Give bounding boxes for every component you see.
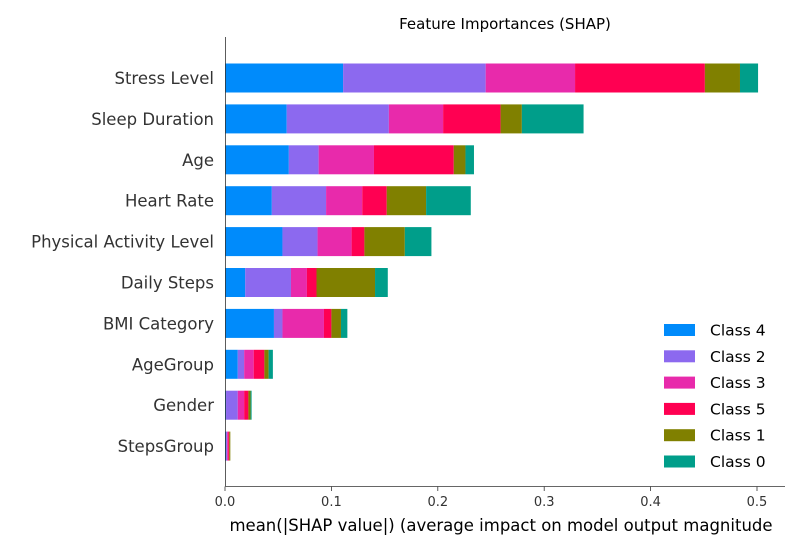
bar-bmi-category-class-1 [331,308,341,338]
bar-heart-rate-class-5 [362,186,387,216]
y-tick-label: Gender [153,396,214,415]
bar-daily-steps-class-3 [290,268,307,297]
bar-stepsgroup-class-1 [229,431,231,461]
legend-label-class-3: Class 3 [710,374,766,392]
bar-daily-steps-class-5 [306,268,317,297]
bar-gender-class-3 [237,390,245,420]
bar-physical-activity-level-class-4 [225,227,283,257]
bar-daily-steps-class-4 [225,268,246,297]
bar-heart-rate-class-2 [271,186,327,216]
bar-physical-activity-level-class-2 [282,227,318,257]
bar-agegroup-class-4 [225,349,238,379]
bar-physical-activity-level-class-3 [317,227,352,257]
bar-stress-level-class-4 [225,63,344,93]
bar-agegroup-class-5 [253,349,265,379]
y-tick-label: Daily Steps [121,274,214,293]
bar-daily-steps-class-1 [316,268,376,297]
y-tick-label: StepsGroup [118,437,214,456]
legend: Class 4 Class 2 Class 3 Class 5 Class 1 Class… [664,322,766,471]
bar-sleep-duration-class-2 [286,104,389,134]
y-tick-label: Physical Activity Level [31,233,214,252]
x-tick-label: 0.5 [747,495,768,510]
bar-gender-class-1 [248,390,251,420]
bar-age-class-1 [453,145,466,175]
bar-agegroup-class-2 [237,349,245,379]
bar-bmi-category-class-0 [340,308,348,338]
chart-title: Feature Importances (SHAP) [399,15,611,33]
bar-sleep-duration-class-3 [388,104,444,134]
y-tick-label: Age [182,151,214,170]
legend-swatch-class-0 [664,455,695,468]
bar-age-class-2 [288,145,319,175]
bar-sleep-duration-class-5 [443,104,501,134]
y-tick-labels: Stress Level Sleep Duration Age Heart Rate P… [31,69,214,456]
bar-stress-level-class-0 [739,63,759,93]
bar-heart-rate-class-1 [386,186,427,216]
bar-stepsgroup-class-3 [227,431,229,461]
bar-gender-class-0 [250,390,252,420]
bar-agegroup-class-3 [244,349,254,379]
bar-sleep-duration-class-0 [521,104,584,134]
legend-label-class-4: Class 4 [710,322,766,340]
bar-stepsgroup-class-2 [226,431,228,461]
bar-heart-rate-class-4 [225,186,272,216]
y-tick-label: Stress Level [114,69,214,88]
x-axis-label: mean(|SHAP value|) (average impact on mo… [229,516,772,535]
legend-swatch-class-4 [664,324,695,336]
legend-label-class-2: Class 2 [710,348,766,366]
y-tick-label: Heart Rate [125,192,214,211]
bar-heart-rate-class-0 [426,186,471,216]
bar-stress-level-class-5 [575,63,705,93]
legend-swatch-class-2 [664,350,695,363]
bar-stepsgroup-class-5 [228,431,230,461]
legend-label-class-5: Class 5 [710,400,766,418]
bar-gender-class-2 [226,390,238,420]
bar-physical-activity-level-class-0 [404,227,432,257]
bar-daily-steps-class-0 [375,268,388,297]
bar-stress-level-class-3 [485,63,576,93]
x-tick-label: 0.0 [215,495,236,510]
x-ticks: 0.0 0.1 0.2 0.3 0.4 0.5 [215,486,768,510]
x-tick-label: 0.2 [427,495,448,510]
bar-stress-level-class-1 [704,63,740,93]
bar-sleep-duration-class-1 [500,104,522,134]
bar-physical-activity-level-class-5 [351,227,365,257]
legend-swatch-class-1 [664,429,695,442]
bar-bmi-category-class-4 [225,308,274,338]
x-tick-label: 0.1 [321,495,342,510]
bars-group [225,63,759,461]
bar-stress-level-class-2 [343,63,486,93]
y-tick-label: Sleep Duration [91,110,214,129]
y-tick-label: AgeGroup [132,355,214,374]
x-tick-label: 0.3 [534,495,555,510]
legend-label-class-1: Class 1 [710,427,766,445]
bar-gender-class-5 [244,390,249,420]
bar-physical-activity-level-class-1 [364,227,405,257]
bar-age-class-3 [318,145,374,175]
x-tick-label: 0.4 [640,495,661,510]
legend-swatch-class-3 [664,376,695,389]
bar-bmi-category-class-5 [323,308,332,338]
legend-label-class-0: Class 0 [710,453,766,471]
bar-sleep-duration-class-4 [225,104,287,134]
bar-age-class-4 [225,145,289,175]
bar-heart-rate-class-3 [326,186,363,216]
legend-swatch-class-5 [664,402,695,415]
bar-age-class-5 [373,145,454,175]
bar-agegroup-class-1 [264,349,269,379]
bar-agegroup-class-0 [268,349,273,379]
bar-daily-steps-class-2 [245,268,291,297]
y-tick-label: BMI Category [103,314,214,333]
bar-bmi-category-class-2 [273,308,283,338]
bar-bmi-category-class-3 [282,308,324,338]
bar-age-class-0 [465,145,474,175]
